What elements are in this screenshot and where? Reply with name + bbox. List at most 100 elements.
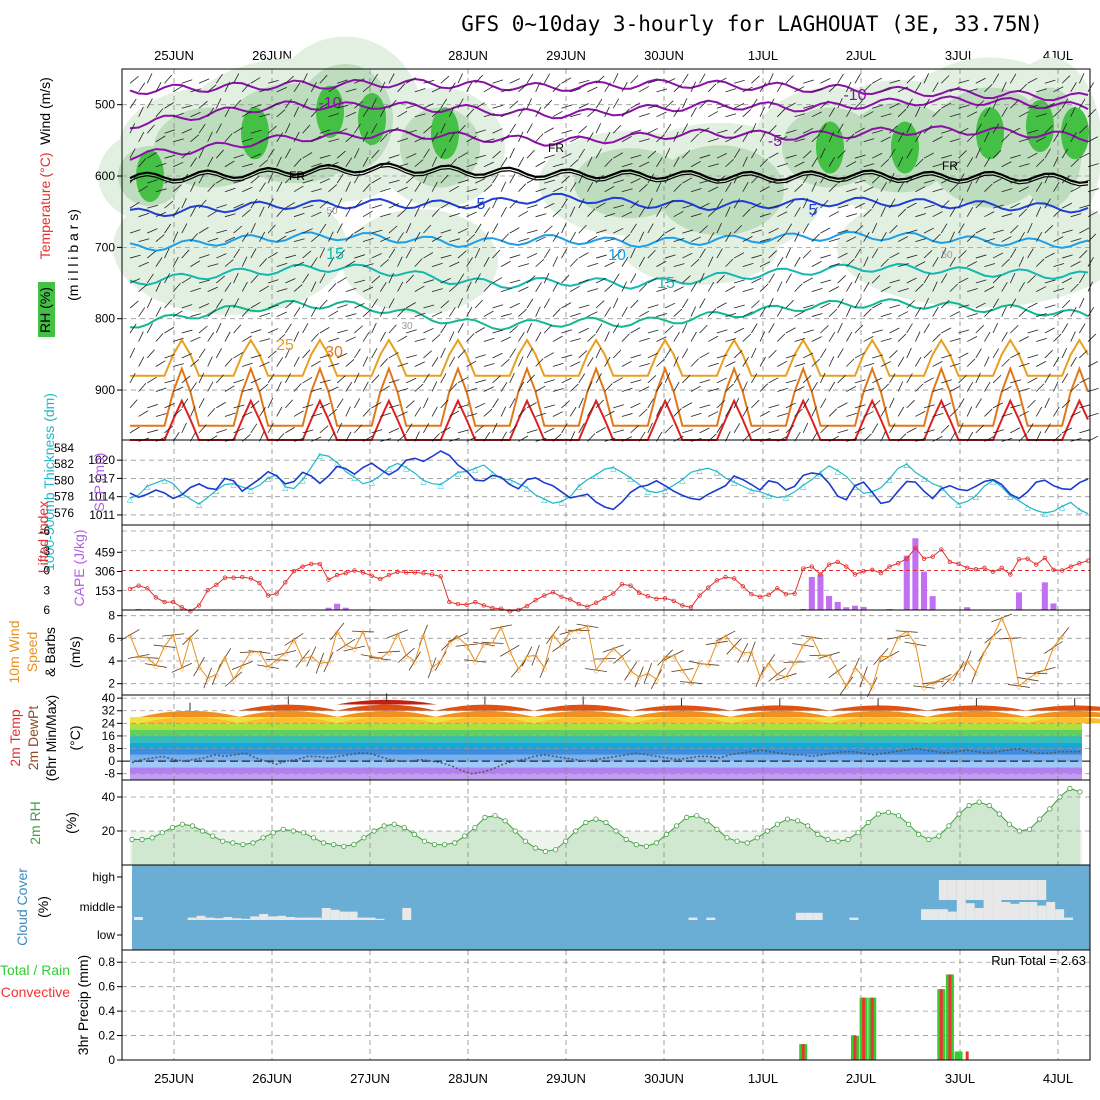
wind-barb-1066 (742, 109, 752, 118)
cape-bar-79 (808, 577, 815, 610)
lifted-marker-31 (395, 569, 400, 575)
wind-barb-1075 (742, 333, 752, 342)
wind-barb-441 (380, 236, 391, 243)
wind-barb-300 (302, 73, 308, 84)
wind-barb-1044 (725, 312, 737, 317)
wind-marker-6: ◇ (179, 666, 185, 673)
rh2m-marker-12 (250, 840, 256, 846)
wind-barb-706 (535, 107, 542, 117)
wind-barb-1569 (1027, 302, 1038, 309)
wind-barb-1460 (966, 207, 974, 217)
wind-barb-608 (474, 273, 481, 284)
wind-barb-1403 (932, 281, 938, 292)
wind-barb-338 (319, 273, 326, 284)
wind-barb-995 (699, 202, 710, 209)
wind-barb-1160 (794, 207, 801, 217)
thickness-marker-74: △ (766, 491, 773, 500)
wind-barb-70 (164, 326, 175, 334)
wind-barb-634 (492, 173, 499, 184)
wind-barb-924 (656, 313, 668, 317)
label-2m-rh: 2m RH (27, 801, 43, 845)
thickness-marker-50: △ (558, 498, 565, 507)
wind-barb-1609 (1053, 182, 1060, 192)
wind-barb-796 (587, 109, 596, 118)
rh2m-marker-31 (442, 841, 448, 848)
wind-barb-1271 (854, 352, 865, 359)
cape-bar-103 (1015, 592, 1022, 610)
wind-barb-1106 (759, 356, 766, 367)
wind-barb-800 (587, 208, 596, 217)
wind-barb-1598 (1044, 279, 1056, 284)
wind-barb-1360 (906, 323, 913, 334)
wind-barb-268 (276, 406, 283, 417)
wind-barb-329 (311, 436, 322, 442)
wind-barb-1522 (1001, 258, 1010, 267)
wind-barb-815 (595, 202, 606, 209)
wind-barb-1428 (949, 161, 960, 168)
wind-barb-463 (388, 404, 400, 409)
wind-barb-1280 (863, 208, 872, 217)
wind-barb-10 (129, 323, 137, 334)
contour-label-4: FR (289, 169, 305, 183)
rh2m-marker-68 (815, 831, 821, 838)
wind-barb-481 (406, 104, 417, 109)
wind-barb-541 (440, 98, 448, 109)
wind-barb-53 (155, 281, 161, 292)
wind-barb-1501 (992, 98, 999, 109)
wind-barb-775 (570, 338, 581, 342)
cape-bar-91 (912, 538, 919, 610)
wind-barb-457 (388, 248, 396, 259)
wind-barb-1053 (733, 148, 741, 159)
wind-barb-543 (440, 148, 447, 159)
rh2m-marker-35 (482, 814, 488, 821)
wind-barb-1233 (837, 150, 846, 159)
wind-barb-217 (250, 248, 257, 259)
wind-barb-992 (699, 127, 710, 134)
wind-barb-1116 (768, 227, 779, 234)
wind-barb-645 (501, 88, 512, 93)
wind-barb-1417 (940, 247, 947, 259)
cloud-bar-mid-99 (1019, 902, 1029, 920)
wind-barb-225 (259, 87, 271, 93)
wind-barb-1492 (984, 263, 996, 268)
thickness-marker-66: △ (697, 466, 704, 475)
wind-barb-1245 (845, 81, 852, 92)
wind-barb-1341 (897, 236, 909, 243)
wind-barb-897 (639, 386, 650, 392)
lifted-marker-77 (792, 591, 797, 596)
wind-barb-573 (457, 152, 468, 159)
wind-barb-513 (423, 148, 430, 159)
wind-barb-550 (440, 323, 447, 334)
label-wind-10m: 10m Wind (6, 620, 22, 683)
rh2m-marker-73 (865, 819, 871, 826)
wind-barb-551 (440, 347, 446, 359)
cloud-bar-mid-94 (974, 908, 984, 920)
wind-barb-1304 (871, 423, 879, 434)
wind-barb-1067 (742, 132, 749, 142)
wind-barb-836 (604, 356, 611, 367)
wind-barb-595 (466, 333, 475, 342)
wind-barb-871 (630, 102, 641, 109)
wind-barb-1634 (1061, 427, 1073, 434)
cloud-bar-mid-12 (241, 918, 251, 920)
lifted-marker-32 (403, 570, 409, 575)
wind-marker-83: ◇ (844, 684, 850, 691)
wind-barb-61 (164, 102, 175, 109)
wind-barb-1375 (915, 331, 921, 342)
wind-marker-78: ◇ (800, 643, 806, 650)
wind-barb-974 (682, 429, 693, 434)
wind-barb-1012 (707, 256, 714, 267)
wind-marker-92: ◇ (921, 685, 927, 692)
wind-barb-0 (129, 75, 139, 84)
cloud-panel (132, 865, 1090, 950)
wind-barb-106 (190, 112, 201, 118)
temp-tick-0: 40 (102, 691, 116, 705)
label-thickness: 1000-500mb Thickness (dm) (41, 393, 57, 571)
wind-barb-1542 (1010, 379, 1021, 384)
wind-barb-917 (656, 134, 665, 143)
wind-barb-1519 (1001, 188, 1013, 193)
wind-barb-261 (276, 235, 287, 243)
wind-barb-1671 (1087, 233, 1097, 242)
thickness-line (129, 453, 1089, 515)
wind-barb-1225 (828, 331, 836, 342)
